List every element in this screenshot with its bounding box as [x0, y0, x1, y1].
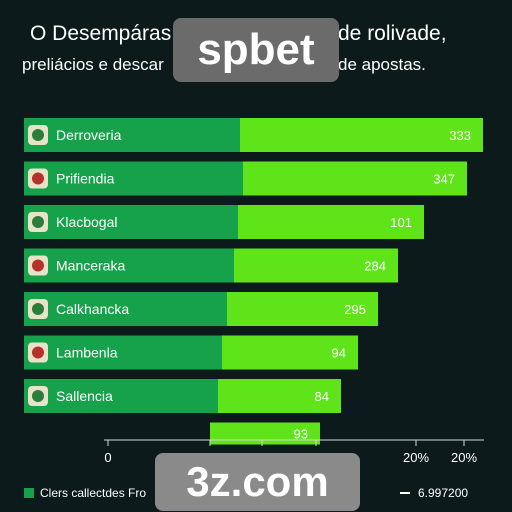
legend-right-label: 6.997200	[418, 486, 469, 500]
crest-emblem-icon	[32, 172, 44, 185]
bar-segment-dark	[24, 292, 227, 326]
bar-segment-dark	[24, 335, 222, 370]
category-label: Lambenla	[56, 345, 118, 361]
legend-left: Clers callectdes Fro	[24, 486, 146, 500]
bar-segment-dark	[24, 379, 218, 413]
bar-segment-light	[227, 292, 378, 326]
title-line-1-right: de rolivade,	[338, 22, 447, 45]
legend-dash	[400, 492, 410, 494]
x-tick-label: 0	[104, 450, 111, 465]
bar-segment-light	[222, 335, 358, 370]
value-label: 284	[364, 259, 386, 274]
crest-emblem-icon	[32, 390, 44, 402]
category-label: Manceraka	[56, 258, 125, 274]
bar-segment-dark	[24, 161, 243, 196]
crest-emblem-icon	[32, 129, 44, 141]
crest-emblem-icon	[32, 303, 44, 315]
legend-left-label: Clers callectdes Fro	[40, 486, 147, 500]
title-line-1-left: O Desempáras	[30, 22, 172, 45]
bar-segment-light	[218, 379, 341, 413]
crest-emblem-icon	[32, 259, 44, 272]
legend-right: 6.997200	[400, 486, 468, 500]
value-label: 333	[449, 128, 471, 143]
bar-segment-dark	[24, 248, 234, 283]
value-label: 347	[433, 172, 455, 187]
category-label: Calkhancka	[56, 301, 129, 317]
bar-segment-dark	[24, 118, 240, 152]
crest-emblem-icon	[32, 216, 44, 228]
value-label: 295	[344, 302, 366, 317]
brand-watermark: spbet	[173, 18, 339, 82]
bar-segment-light	[210, 422, 320, 445]
x-tick-label: 20%	[451, 450, 477, 465]
value-label: 101	[390, 215, 412, 230]
bar-segment-light	[234, 248, 398, 283]
legend-swatch	[24, 488, 34, 498]
domain-watermark: 3z.com	[155, 453, 360, 511]
category-label: Klacbogal	[56, 214, 118, 230]
category-label: Prifiendia	[56, 171, 115, 187]
value-label: 94	[332, 346, 346, 361]
category-label: Sallencia	[56, 388, 113, 404]
bar-segment-light	[238, 205, 424, 239]
x-tick-label: 20%	[403, 450, 429, 465]
title-line-2-right: de apostas.	[338, 55, 426, 74]
title-line-2-left: preliácios e descar	[22, 55, 164, 74]
bar-segment-dark	[24, 205, 238, 239]
crest-emblem-icon	[32, 346, 44, 359]
value-label: 93	[294, 427, 308, 442]
category-label: Derroveria	[56, 127, 122, 143]
value-label: 84	[315, 389, 329, 404]
bar-segment-light	[240, 118, 483, 152]
bar-segment-light	[243, 161, 467, 196]
